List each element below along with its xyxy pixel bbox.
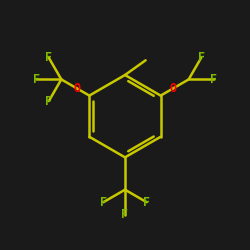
Text: F: F [198,51,205,64]
Text: F: F [100,196,107,209]
Text: F: F [122,208,128,221]
Text: F: F [143,196,150,209]
Text: F: F [33,73,40,86]
Text: O: O [170,82,177,95]
Text: O: O [73,82,80,95]
Text: F: F [210,73,217,86]
Text: F: F [45,51,52,64]
Text: F: F [45,94,52,108]
